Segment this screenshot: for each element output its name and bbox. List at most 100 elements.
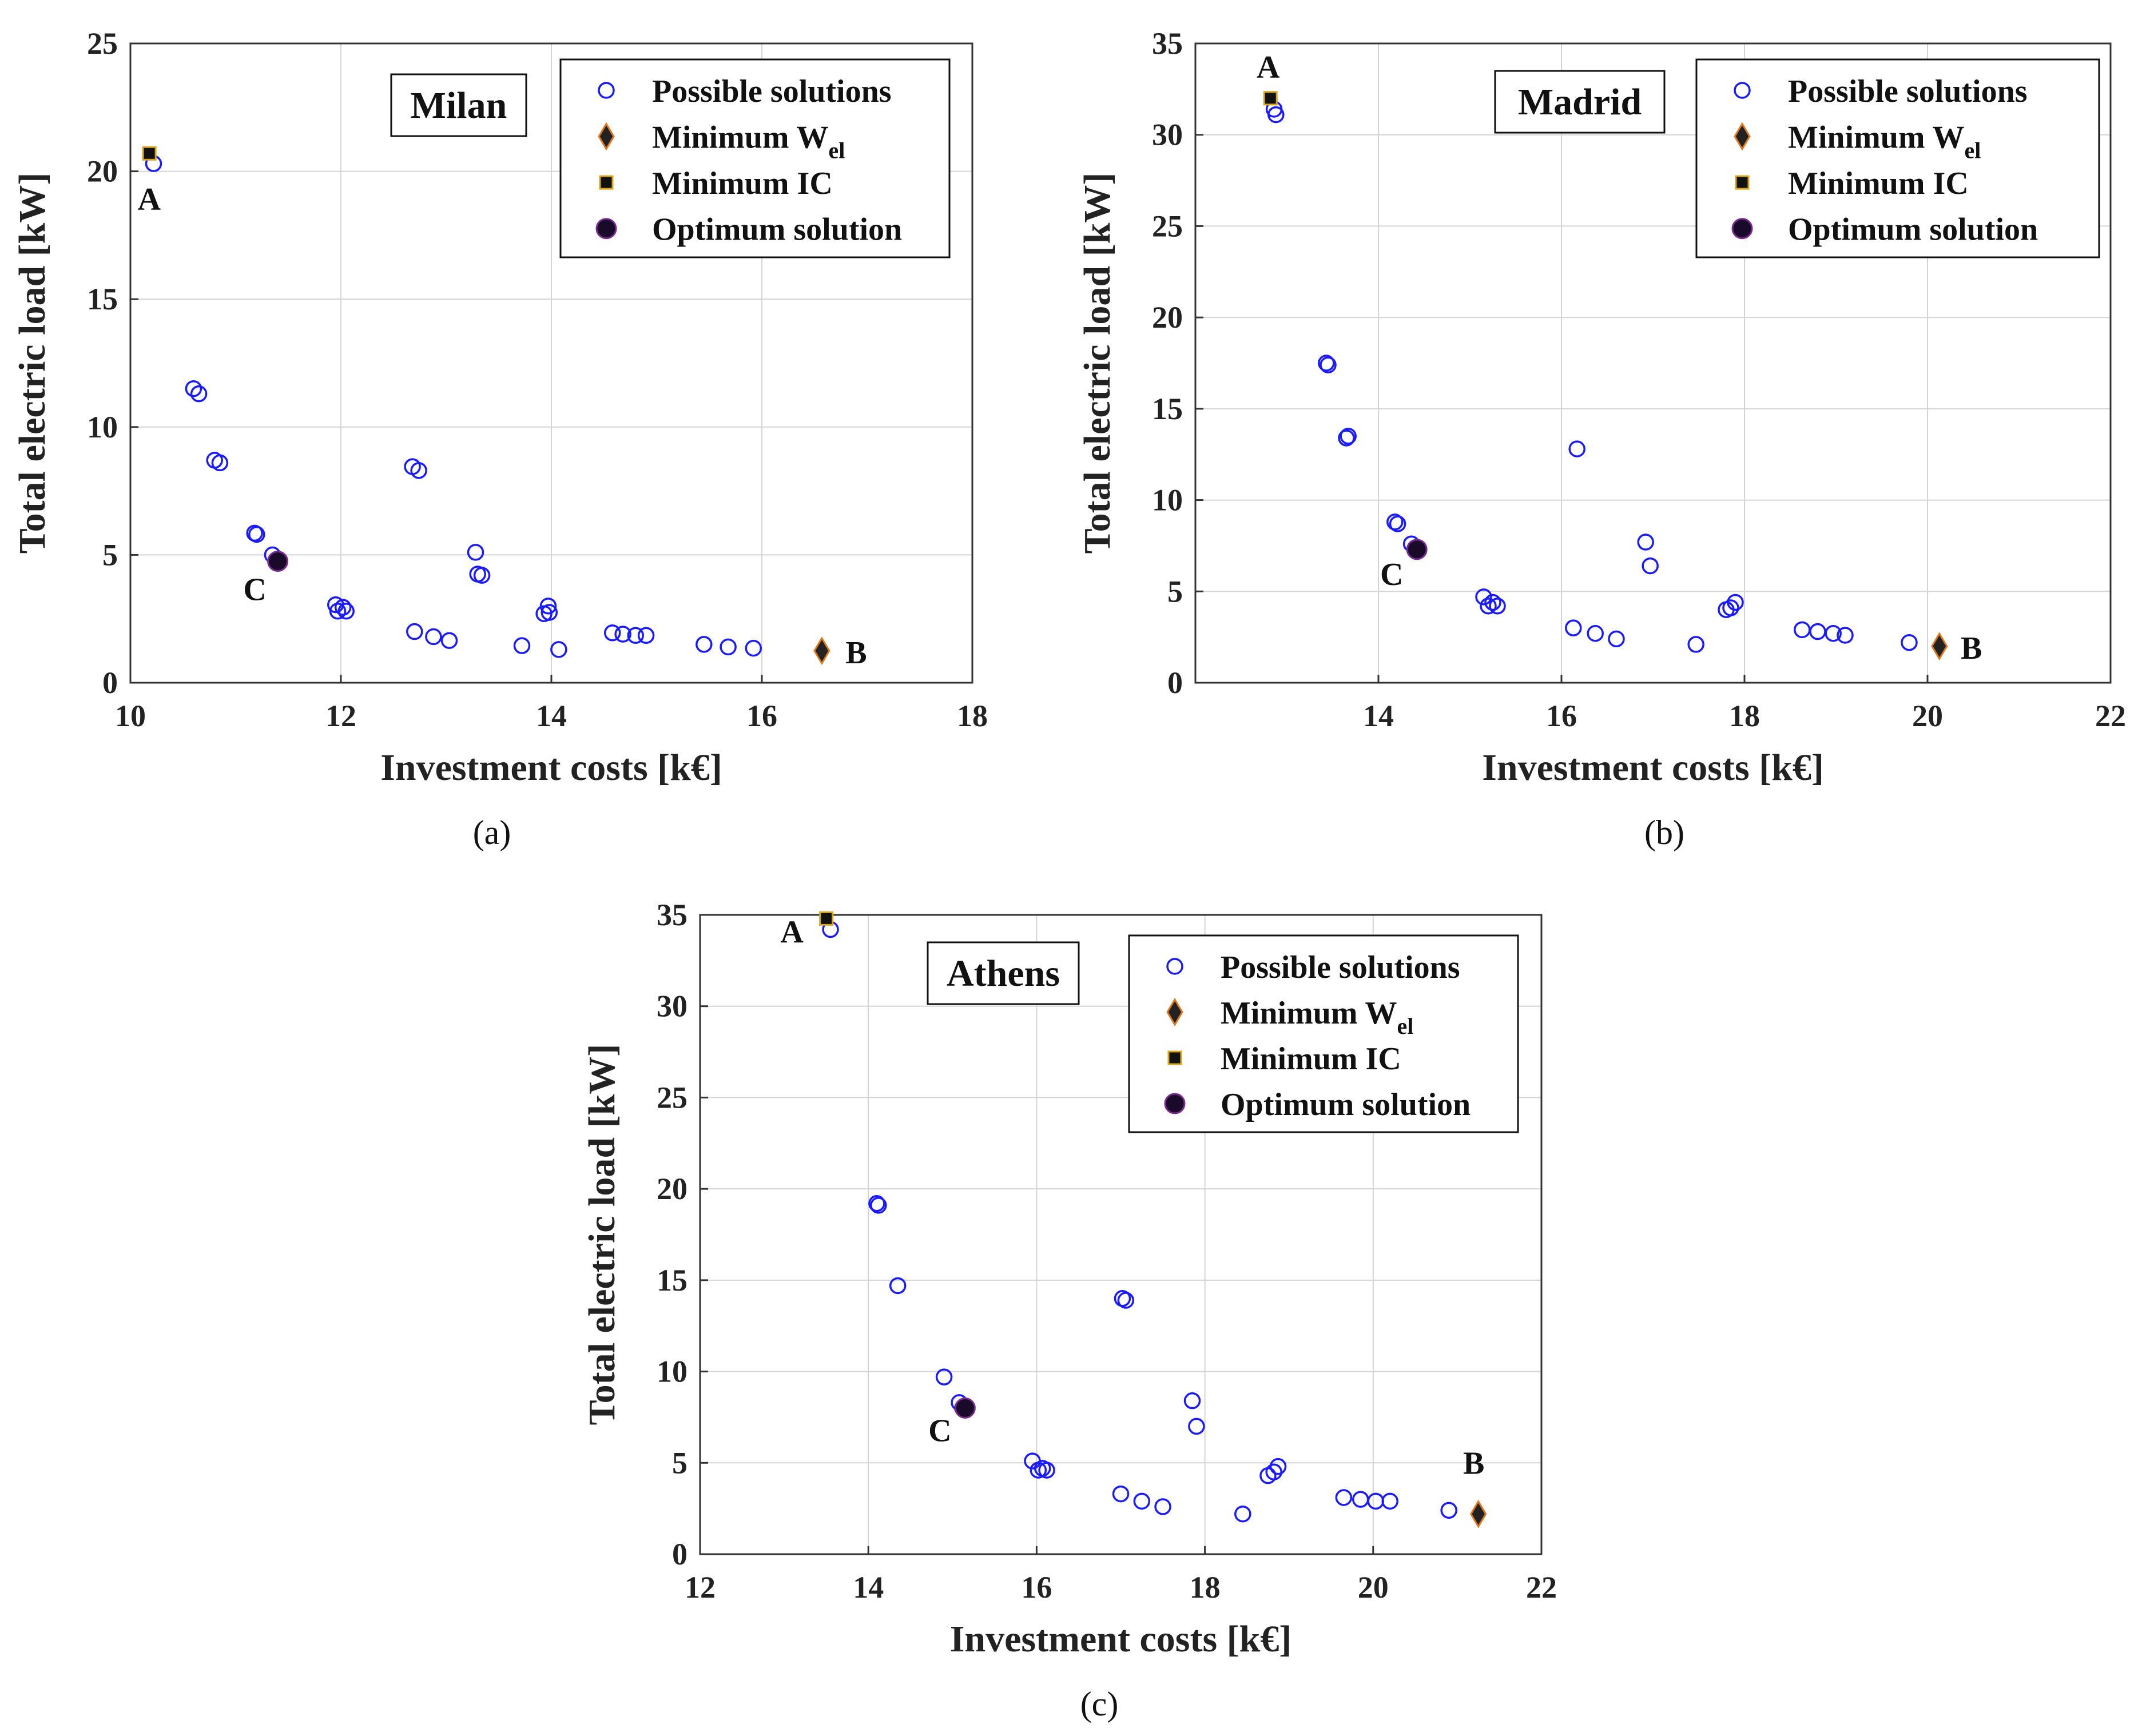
- data-point: [440, 632, 458, 649]
- data-point: [1263, 91, 1278, 106]
- y-tick-label: 20: [657, 1172, 687, 1206]
- x-tick-label: 22: [2095, 699, 2126, 733]
- y-tick-label: 5: [672, 1446, 687, 1480]
- chart-madrid: 14 16 18 20 22 0 5 10 15 20 25 30 35 Investment costs…: [1076, 26, 2126, 851]
- data-point: [1338, 429, 1355, 447]
- data-point: [1727, 594, 1744, 611]
- data-point: [406, 623, 423, 640]
- data-point: [550, 641, 567, 658]
- y-axis-label: Total electric load [kW]: [11, 173, 53, 554]
- x-tick-label: 16: [1021, 1570, 1052, 1604]
- chart-athens: 12 14 16 18 20 22 0 5 10 15 20 25 30 35 Investment cos…: [581, 898, 1557, 1723]
- point-label-B: B: [1961, 631, 1982, 666]
- legend-label: Optimum solution: [1788, 212, 2038, 248]
- data-point: [1389, 515, 1406, 532]
- data-point: [1489, 598, 1506, 615]
- data-point: [1340, 428, 1357, 445]
- data-point: [954, 1397, 976, 1419]
- x-tick-label: 20: [1358, 1570, 1389, 1604]
- data-point: [410, 462, 427, 479]
- data-point: [541, 604, 558, 621]
- data-point: [248, 525, 265, 543]
- data-point: [211, 454, 229, 472]
- x-tick-label: 18: [957, 699, 988, 733]
- y-tick-label: 35: [1152, 26, 1183, 61]
- data-point: [720, 638, 737, 656]
- series-dot: [954, 1397, 976, 1419]
- series-dot: [267, 551, 289, 572]
- data-point: [337, 603, 355, 620]
- legend-label: Possible solutions: [1788, 74, 2028, 109]
- data-point: [190, 385, 208, 403]
- data-point: [1038, 1462, 1055, 1479]
- data-point: [745, 639, 762, 657]
- data-point: [329, 603, 347, 620]
- series-square: [819, 911, 834, 926]
- y-tick-label: 5: [1167, 574, 1183, 608]
- legend-box: [559, 58, 951, 258]
- data-point: [1320, 356, 1337, 373]
- x-tick-label: 14: [1363, 699, 1394, 733]
- legend-label: Minimum IC: [652, 166, 833, 201]
- data-point: [1484, 594, 1501, 611]
- point-label-C: C: [243, 572, 266, 608]
- data-point: [1352, 1491, 1369, 1508]
- legend-marker: [1166, 958, 1183, 975]
- city-title: Madrid: [1518, 81, 1642, 123]
- point-label-B: B: [845, 635, 867, 671]
- x-tick-label: 18: [1190, 1570, 1221, 1604]
- y-tick-label: 10: [1152, 483, 1183, 517]
- city-box: [927, 941, 1080, 1005]
- series-diamond: [813, 636, 830, 666]
- data-point: [1234, 1505, 1251, 1523]
- data-point: [627, 627, 644, 644]
- data-point: [813, 636, 830, 666]
- data-point: [1183, 1392, 1201, 1409]
- x-tick-label: 12: [685, 1570, 716, 1604]
- y-tick-label: 15: [1152, 392, 1183, 426]
- data-point: [1406, 539, 1428, 560]
- x-tick-label: 22: [1526, 1570, 1557, 1604]
- x-tick-label: 14: [536, 699, 567, 733]
- city-title: Athens: [947, 953, 1060, 994]
- data-point: [425, 628, 442, 646]
- series-diamond: [1931, 632, 1948, 661]
- data-point: [185, 380, 202, 397]
- y-tick-label: 35: [657, 898, 687, 932]
- city-title: Milan: [411, 85, 507, 126]
- point-label-C: C: [1380, 557, 1403, 592]
- x-tick-label: 12: [325, 699, 356, 733]
- y-tick-label: 20: [1152, 300, 1183, 335]
- legend-label: Optimum solution: [652, 212, 902, 248]
- point-label-C: C: [928, 1413, 951, 1448]
- data-point: [1794, 621, 1811, 639]
- legend-marker: [598, 82, 615, 99]
- data-point: [1265, 1463, 1282, 1481]
- data-point: [1112, 1485, 1130, 1503]
- legend-label: Optimum solution: [1221, 1087, 1471, 1122]
- point-label-A: A: [1257, 50, 1280, 85]
- x-axis-label: Investment costs [k€]: [950, 1618, 1292, 1660]
- legend-marker: [1731, 218, 1753, 240]
- data-point: [614, 626, 631, 643]
- data-point: [889, 1277, 907, 1295]
- legend-marker: [595, 218, 617, 240]
- series-square: [142, 146, 157, 161]
- y-tick-label: 25: [87, 26, 118, 61]
- point-label-A: A: [138, 182, 161, 217]
- x-tick-label: 20: [1912, 699, 1943, 733]
- plot-frame: [699, 914, 1543, 1555]
- y-tick-label: 25: [657, 1080, 687, 1114]
- data-point: [1722, 599, 1739, 616]
- data-point: [1687, 636, 1704, 653]
- y-axis-label: Total electric load [kW]: [1076, 173, 1118, 554]
- y-tick-label: 15: [87, 282, 118, 316]
- y-tick-label: 30: [657, 989, 687, 1024]
- point-label-B: B: [1463, 1446, 1484, 1482]
- legend-label: Possible solutions: [652, 74, 892, 109]
- data-point: [1637, 533, 1654, 551]
- data-point: [539, 598, 557, 615]
- legend-marker: [598, 122, 615, 151]
- data-point: [637, 627, 655, 644]
- data-point: [935, 1368, 953, 1385]
